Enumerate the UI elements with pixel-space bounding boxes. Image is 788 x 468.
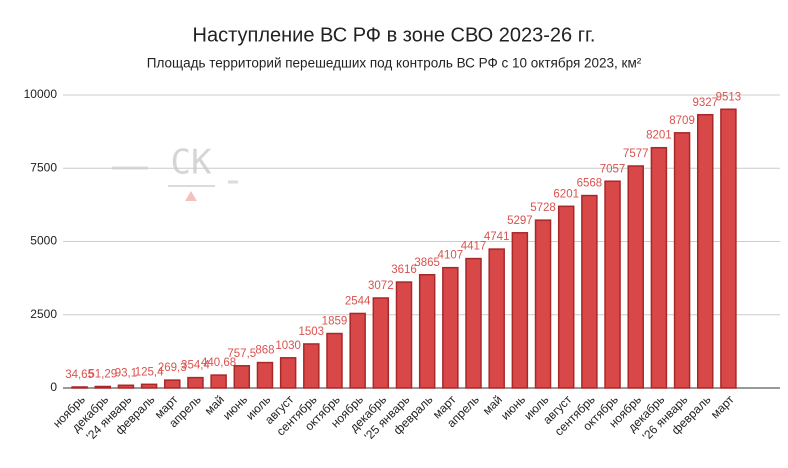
value-label: 868 — [255, 345, 274, 357]
bar — [604, 180, 621, 389]
bar — [303, 343, 320, 389]
bar — [326, 332, 343, 389]
value-label: 354,4 — [181, 360, 210, 372]
bar — [418, 274, 436, 389]
value-label: 757,5 — [227, 348, 256, 360]
value-label: 9513 — [716, 91, 742, 103]
bar — [673, 132, 691, 389]
bar — [720, 108, 737, 389]
bar — [279, 357, 297, 389]
value-label: 3616 — [391, 264, 417, 276]
bar — [187, 376, 204, 389]
bar — [210, 374, 227, 389]
x-tick-label: июнь — [220, 392, 250, 422]
bar — [557, 205, 575, 389]
value-label: 34,65 — [65, 369, 94, 381]
value-label: 4741 — [484, 231, 510, 243]
value-label: 5728 — [530, 202, 556, 214]
value-label: 3865 — [414, 257, 440, 269]
value-label: 1859 — [322, 316, 348, 328]
x-tick-label: июнь — [498, 392, 528, 422]
chart-title: Наступление ВС РФ в зоне СВО 2023-26 гг. — [193, 24, 596, 46]
value-label: 7057 — [600, 163, 626, 175]
y-tick-label: 10000 — [24, 87, 58, 101]
x-tick-label: март — [708, 392, 737, 421]
bar — [627, 165, 644, 389]
value-label: 4107 — [438, 250, 464, 262]
y-tick-label: 2500 — [30, 307, 57, 321]
value-label: 6568 — [577, 178, 603, 190]
value-label: 4417 — [461, 241, 487, 253]
bar — [164, 379, 181, 389]
bar — [395, 281, 413, 389]
watermark: СК — [112, 143, 238, 201]
value-label: 5297 — [507, 215, 533, 227]
bar — [696, 113, 714, 389]
value-label: 3072 — [368, 280, 394, 292]
value-label: 93,1 — [115, 367, 137, 379]
bar — [94, 385, 112, 389]
bar — [372, 297, 390, 389]
y-tick-label: 0 — [50, 380, 57, 394]
bar — [442, 266, 459, 389]
value-label: 51,29 — [88, 369, 117, 381]
value-label: 9327 — [692, 97, 718, 109]
watermark-triangle — [185, 191, 197, 201]
bar — [140, 383, 158, 389]
value-label: 1030 — [275, 340, 301, 352]
bar — [465, 257, 482, 389]
bar — [233, 365, 251, 389]
bar — [581, 194, 598, 389]
value-label: 125,4 — [135, 366, 164, 378]
value-label: 7577 — [623, 148, 649, 160]
value-label: 269,3 — [158, 362, 187, 374]
value-label: 1503 — [299, 326, 325, 338]
bar — [488, 248, 505, 389]
bar — [650, 146, 668, 389]
value-label: 2544 — [345, 295, 371, 307]
value-label: 6201 — [553, 188, 579, 200]
bar — [349, 312, 366, 389]
bar — [534, 219, 552, 389]
value-label: 8709 — [669, 115, 695, 127]
value-label: 8201 — [646, 130, 672, 142]
watermark-text: СК — [171, 143, 212, 183]
bar — [117, 384, 135, 389]
y-tick-label: 7500 — [30, 160, 57, 174]
value-label: 440,68 — [201, 357, 236, 369]
bar — [511, 232, 529, 389]
y-tick-label: 5000 — [30, 234, 57, 248]
bar — [71, 386, 88, 389]
bar — [256, 361, 274, 389]
chart-subtitle: Площадь территорий перешедших под контро… — [147, 56, 642, 71]
